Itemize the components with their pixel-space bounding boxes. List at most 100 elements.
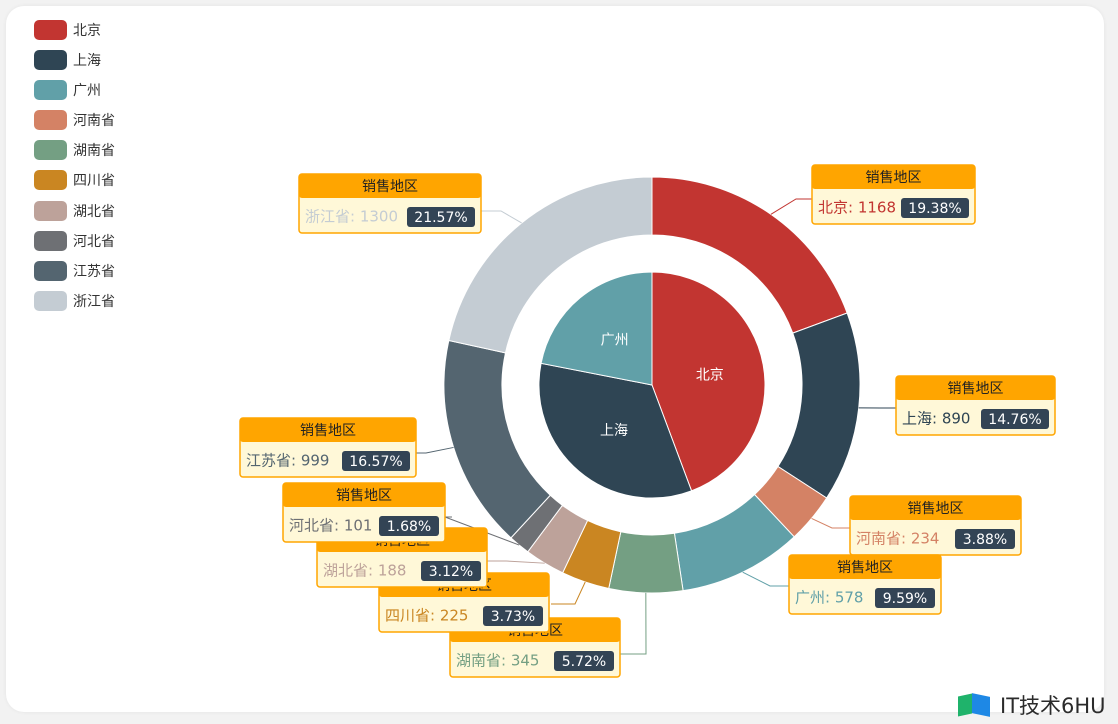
legend-swatch [34,290,67,311]
slice-label-percent-badge [342,451,410,471]
inner-slice[interactable] [540,271,653,386]
legend-swatch [34,170,67,191]
legend-item[interactable]: 河南省 [34,110,115,131]
slice-label-percent: 14.76% [988,412,1041,428]
legend-swatch [34,230,67,251]
label-leader-line [742,571,789,587]
slice-label-header [283,483,445,507]
slice-label-header [896,376,1055,400]
slice-label-value: 广州: 578 [795,589,863,607]
legend-item[interactable]: 广州 [34,80,115,101]
legend-swatch [34,50,67,71]
label-leader-line [770,198,812,215]
label-leader-line [481,210,522,224]
slice-label-percent: 16.57% [349,454,402,470]
legend-item[interactable]: 湖南省 [34,140,115,161]
slice-label-percent-badge [421,561,481,581]
legend-swatch [34,20,67,40]
legend-swatch [34,200,67,221]
legend-label: 广州 [73,83,101,100]
legend-item[interactable]: 江苏省 [34,260,115,281]
slice-label-percent: 21.57% [414,210,467,226]
label-leader-line [416,446,454,454]
slice-label-header [850,496,1021,520]
slice-label-percent-badge [554,651,614,671]
slice-label-value: 四川省: 225 [385,607,468,625]
slice-label-header [789,555,941,579]
slice-label-value: 河南省: 234 [856,530,939,548]
slice-label-header [812,165,975,189]
outer-slice[interactable] [448,176,653,354]
legend-label: 浙江省 [73,293,115,310]
slice-label-title: 销售地区 [300,423,356,439]
label-leader-line [551,581,586,605]
slice-label-title: 销售地区 [362,179,418,195]
inner-slice-label: 北京 [696,368,724,384]
slice-label-percent: 1.68% [387,519,431,535]
slice-label-percent-badge [901,198,969,218]
watermark: IT技术6HU [956,690,1106,720]
inner-slice[interactable] [651,271,766,492]
slice-label-percent-badge [981,409,1049,429]
inner-slice[interactable] [538,362,693,499]
slice-label-title: 销售地区 [908,501,964,517]
slice-label-title: 销售地区 [948,381,1004,397]
legend-label: 湖南省 [73,143,115,160]
legend-swatch [34,80,67,101]
legend-swatch [34,140,67,161]
legend-swatch [34,110,67,131]
watermark-text: IT技术6HU [1000,694,1106,718]
slice-label-value: 上海: 890 [902,410,970,428]
legend-label: 江苏省 [73,263,115,280]
slice-label-value: 湖北省: 188 [323,562,406,580]
slice-label-percent: 3.12% [429,564,473,580]
legend-label: 河南省 [73,113,115,130]
slice-label-value: 河北省: 101 [289,517,372,535]
legend-item[interactable]: 四川省 [34,170,115,191]
legend-label: 湖北省 [73,203,115,220]
label-leader-line [482,560,545,564]
slice-label-value: 湖南省: 345 [456,652,539,670]
slice-label-percent: 19.38% [908,201,961,217]
legend-label: 北京 [73,23,101,39]
legend-swatch [34,260,67,281]
legend-label: 上海 [73,53,101,70]
slice-label-title: 销售地区 [837,560,893,576]
slice-label-value: 浙江省: 1300 [305,208,398,226]
slice-label-percent-badge [407,207,475,227]
slice-label-title: 销售地区 [336,488,392,504]
slice-label-percent: 9.59% [883,591,927,607]
legend-label: 河北省 [73,233,115,250]
slice-label-percent-badge [483,606,543,626]
legend-item[interactable]: 浙江省 [34,290,115,311]
slice-label-title: 销售地区 [866,170,922,186]
label-leader-line [811,517,850,529]
legend-item[interactable]: 河北省 [34,230,115,251]
outer-slice[interactable] [777,312,861,499]
slice-label-value: 北京: 1168 [818,199,896,217]
chart-card: 北京 上海 广州 河南省 湖南省 四川省 湖北省 河北省 江苏省 浙江省 北京 上海 广州 销售地区 北京… [6,6,1104,712]
slice-label-header [299,174,481,198]
legend-item[interactable]: 上海 [34,50,115,71]
slice-label-percent: 3.88% [963,532,1007,548]
legend-label: 四川省 [73,173,115,190]
slice-label-percent-badge [379,516,439,536]
slice-label-percent-badge [955,529,1015,549]
slice-label-percent: 3.73% [491,609,535,625]
slice-label-percent-badge [875,588,935,608]
outer-slice[interactable] [443,339,551,539]
legend-item[interactable]: 北京 [34,20,115,40]
outer-slice[interactable] [608,531,684,594]
inner-slice-label: 上海 [600,423,628,439]
legend-item[interactable]: 湖北省 [34,200,115,221]
slice-label-percent: 5.72% [562,654,606,670]
label-leader-line [620,592,647,655]
watermark-logo-icon [956,692,996,718]
